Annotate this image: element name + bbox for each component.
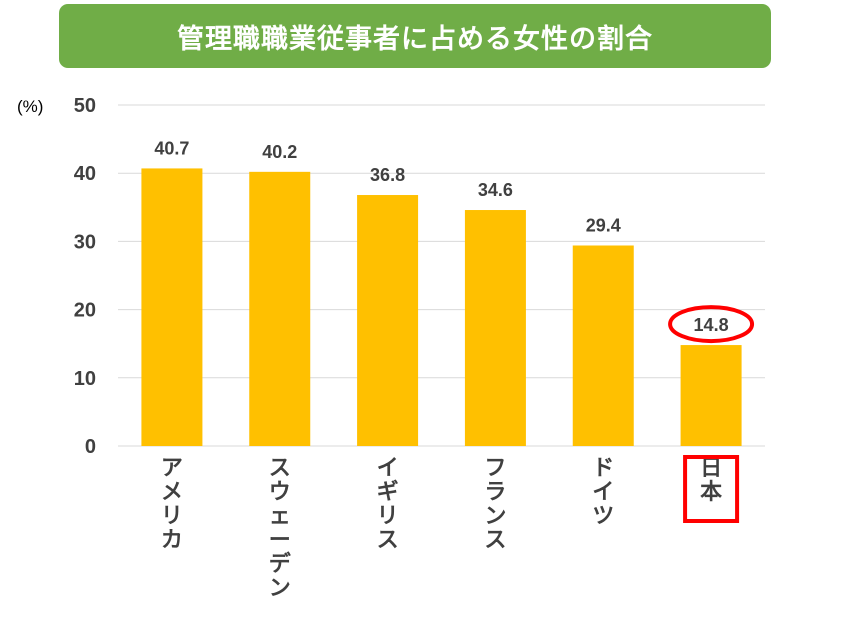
data-label: 29.4 [586, 215, 621, 235]
category-label: 日本 [700, 456, 722, 505]
bar [680, 345, 742, 446]
data-labels: 40.7 40.2 36.8 34.6 29.4 14.8 [154, 138, 728, 335]
y-tick-label: 0 [85, 436, 96, 458]
y-tick-label: 40 [74, 163, 96, 185]
bar [249, 171, 311, 446]
bar [141, 168, 203, 446]
bar [357, 195, 419, 446]
gridlines [118, 104, 765, 447]
y-tick-label: 50 [74, 95, 96, 117]
chart-title: 管理職職業従事者に占める女性の割合 [177, 23, 653, 55]
data-label: 14.8 [694, 315, 729, 335]
category-labels: アメリカ スウェーデン イギリス フランス ドイツ 日本 [161, 456, 722, 601]
category-label: スウェーデン [269, 456, 292, 601]
y-tick-label: 30 [74, 231, 96, 253]
data-label: 36.8 [370, 165, 405, 185]
bars [141, 168, 742, 446]
category-label: ドイツ [592, 456, 614, 529]
y-axis: 0 10 20 30 40 50 (%) [17, 95, 96, 458]
category-label: イギリス [377, 456, 399, 553]
highlight-marks [668, 305, 755, 523]
y-tick-label: 20 [74, 300, 96, 322]
bar [572, 245, 634, 446]
highlight-ellipse [668, 305, 755, 344]
data-label: 40.2 [262, 142, 297, 162]
title-banner: 管理職職業従事者に占める女性の割合 [59, 4, 771, 68]
bar [464, 210, 526, 446]
y-tick-label: 10 [74, 368, 96, 390]
y-axis-unit-label: (%) [17, 97, 43, 116]
data-label: 34.6 [478, 180, 513, 200]
highlight-box [683, 455, 740, 523]
category-label: フランス [484, 456, 506, 553]
category-label: アメリカ [161, 456, 183, 553]
data-label: 40.7 [154, 138, 189, 158]
